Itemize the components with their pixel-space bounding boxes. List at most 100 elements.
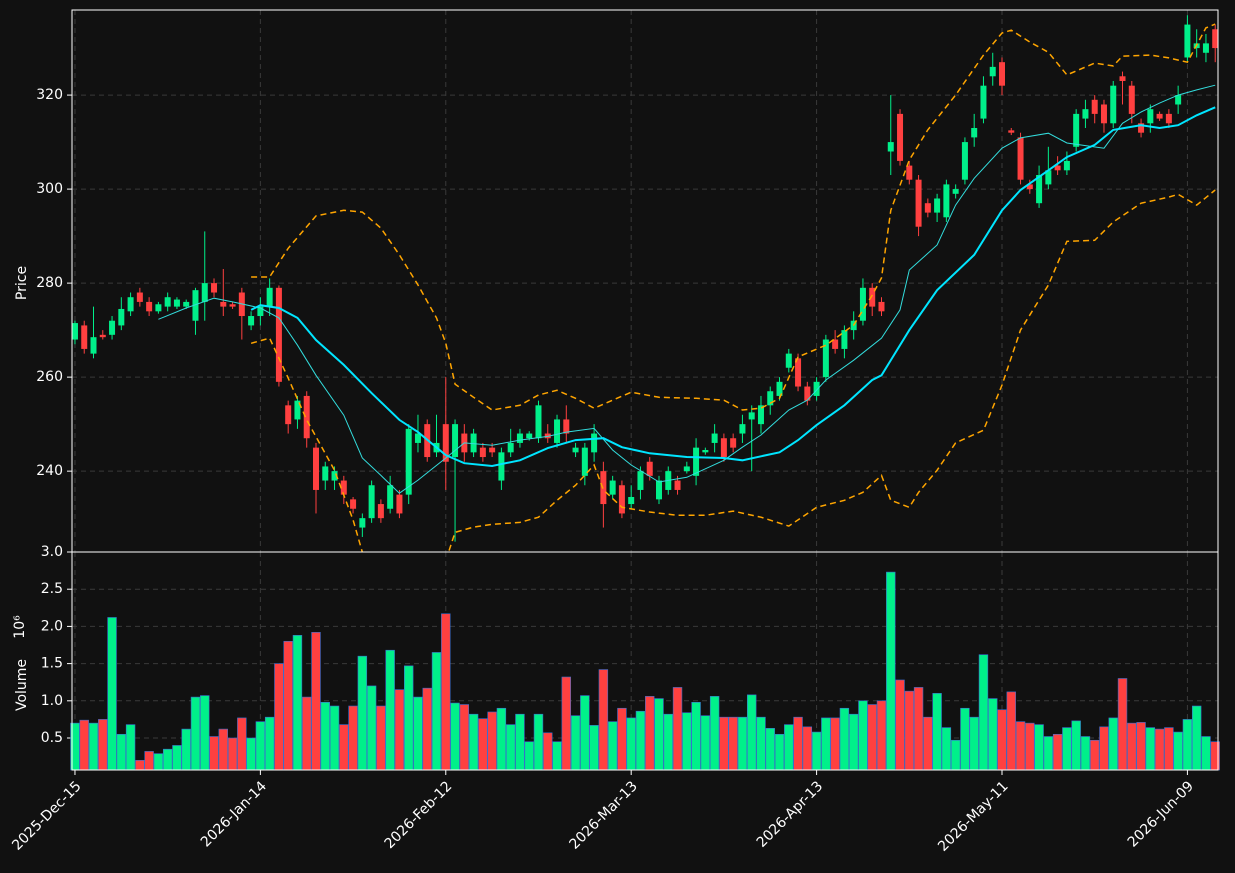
candle-body	[155, 304, 162, 312]
volume-bar	[162, 748, 173, 771]
candle-body	[201, 283, 208, 302]
volume-bar	[876, 700, 887, 771]
candle-body	[841, 330, 848, 349]
candle-body	[1156, 113, 1163, 119]
volume-bar	[524, 741, 534, 771]
volume-bar	[1034, 724, 1044, 771]
volume-bar	[904, 690, 914, 771]
volume-bar	[691, 701, 701, 771]
candle-body	[109, 320, 116, 335]
candle-body	[748, 412, 755, 420]
candle-body	[637, 471, 644, 490]
volume-bar	[830, 717, 840, 771]
candle-body	[535, 405, 542, 439]
volume-bar	[1043, 736, 1054, 771]
volume-bar	[339, 724, 349, 771]
volume-bar	[913, 687, 924, 771]
volume-bar	[292, 635, 303, 771]
volume-bar	[431, 652, 442, 771]
candle-body	[952, 189, 959, 194]
candle-body	[563, 419, 570, 434]
volume-bar	[811, 731, 822, 771]
volume-bar	[1025, 722, 1035, 771]
volume-bar	[1191, 705, 1202, 771]
volume-bar	[246, 737, 256, 771]
candle-body	[915, 179, 922, 227]
candle-body	[285, 405, 292, 425]
volume-bar	[505, 724, 516, 771]
volume-bar	[1201, 736, 1211, 771]
candle-body	[1165, 113, 1172, 124]
volume-bar	[98, 719, 108, 771]
volume-bar	[774, 733, 785, 771]
volume-bar	[413, 696, 423, 771]
candle-body	[387, 485, 394, 509]
price-plot	[72, 15, 1218, 552]
candle-body	[1128, 85, 1135, 114]
volume-bar	[1099, 726, 1109, 771]
candle-body	[340, 480, 347, 495]
candle-body	[720, 438, 727, 458]
volume-bar	[700, 715, 711, 771]
candle-body	[683, 466, 690, 472]
y-tick-label: 320	[36, 87, 63, 103]
volume-bar	[459, 704, 470, 771]
candle-body	[628, 497, 635, 505]
volume-bar	[153, 753, 164, 771]
volume-bar	[1117, 678, 1128, 771]
candle-body	[757, 405, 764, 425]
volume-bar	[1006, 691, 1016, 771]
volume-bar	[747, 694, 757, 771]
candle-body	[452, 424, 459, 458]
candle-body	[897, 113, 904, 161]
candle-body	[377, 504, 384, 519]
volume-bar	[1108, 717, 1118, 771]
volume-bar	[385, 649, 395, 771]
volume-bar	[1015, 721, 1026, 771]
volume-bar	[116, 733, 127, 771]
volume-bar	[802, 726, 813, 771]
candle-body	[498, 452, 505, 481]
candle-body	[999, 62, 1006, 86]
candle-body	[813, 381, 820, 396]
candle-body	[581, 447, 588, 476]
volume-bar	[227, 737, 238, 771]
candle-body	[776, 381, 783, 396]
candle-body	[322, 466, 329, 481]
volume-bar	[218, 728, 228, 771]
volume-bar	[1062, 727, 1072, 771]
volume-bar	[848, 713, 859, 771]
volume-bar	[941, 727, 952, 771]
volume-bar	[978, 654, 989, 771]
volume-bar	[468, 713, 479, 771]
volume-bar	[821, 717, 831, 771]
volume-bar	[274, 663, 284, 771]
volume-bar	[200, 695, 210, 771]
volume-bar	[1127, 722, 1137, 771]
candle-body	[257, 306, 264, 317]
volume-bar	[311, 632, 321, 771]
volume-bar	[496, 707, 507, 771]
y-tick-label: 2.0	[41, 618, 63, 634]
candle-body	[618, 485, 625, 514]
volume-bar	[320, 701, 330, 771]
candle-body	[887, 142, 894, 152]
indicator-line	[250, 189, 1216, 552]
candle-body	[767, 391, 774, 406]
volume-bar	[394, 689, 405, 771]
volume-bar	[125, 724, 136, 771]
y-tick-label: 3.0	[41, 544, 63, 560]
volume-bar	[709, 696, 720, 771]
volume-bar	[561, 676, 571, 771]
volume-bar	[79, 719, 89, 771]
volume-bar	[209, 736, 219, 771]
volume-bar	[441, 613, 451, 771]
candle-body	[1045, 170, 1052, 185]
candle-body	[396, 494, 403, 514]
candle-body	[1212, 29, 1218, 49]
candle-body	[220, 301, 227, 307]
volume-bar	[478, 718, 488, 771]
volume-bar	[1173, 731, 1183, 771]
candle-body	[1063, 160, 1070, 171]
